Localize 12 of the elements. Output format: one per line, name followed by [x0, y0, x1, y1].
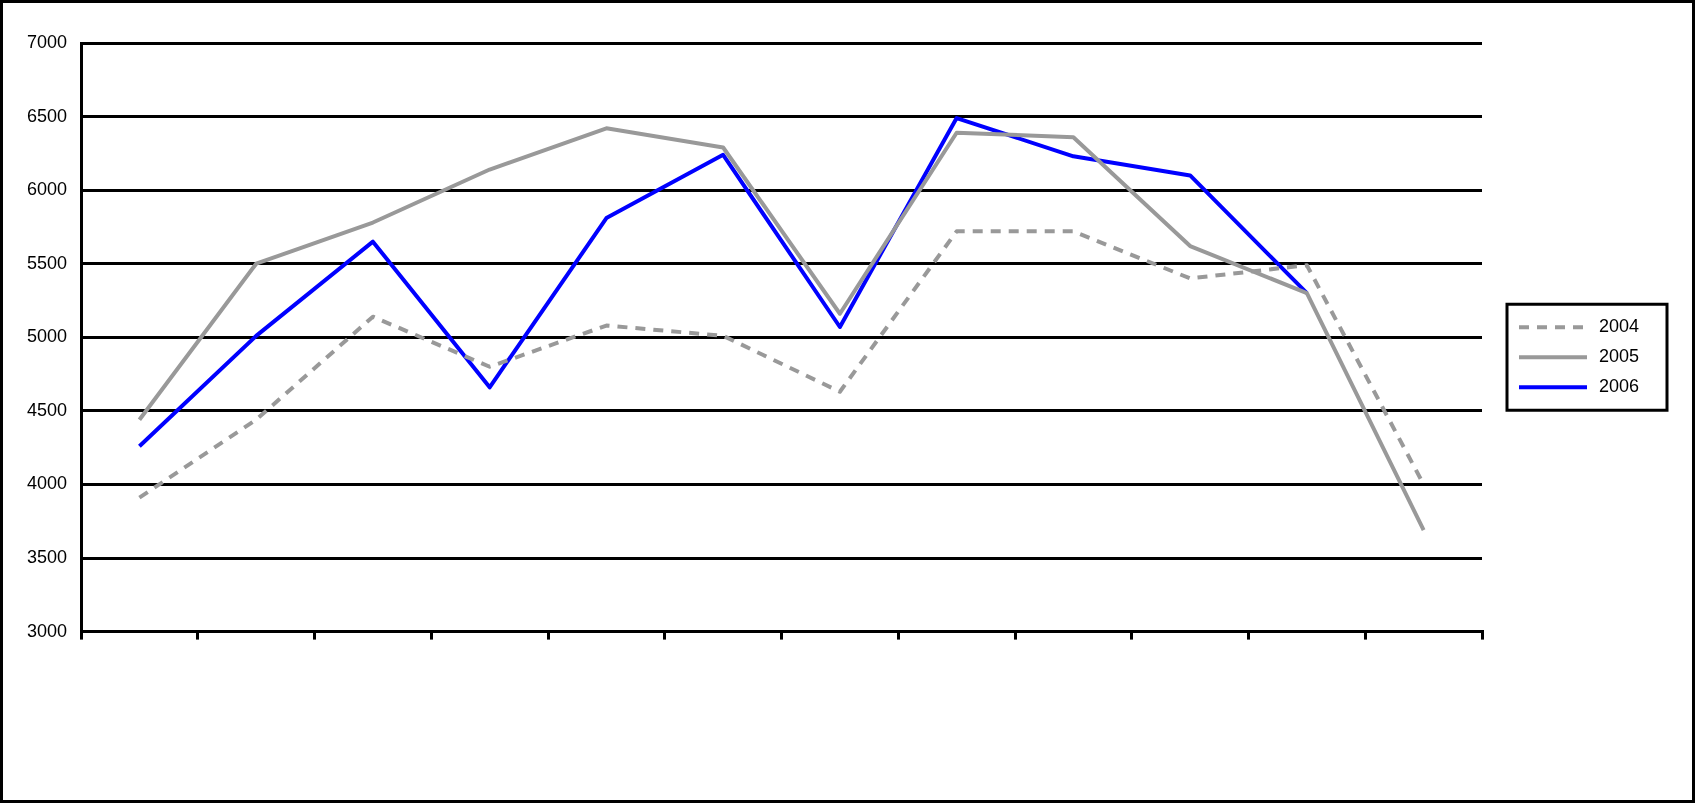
y-tick-label: 5500 — [27, 252, 68, 273]
y-tick-label: 5000 — [27, 326, 68, 347]
y-tick-label: 4500 — [27, 399, 68, 420]
y-tick-label: 7000 — [27, 31, 68, 52]
legend-label: 2005 — [1599, 346, 1640, 367]
legend-label: 2004 — [1599, 316, 1640, 337]
y-tick-label: 3000 — [27, 620, 68, 641]
legend-label: 2006 — [1599, 376, 1640, 397]
y-tick-label: 4000 — [27, 473, 68, 494]
y-tick-label: 3500 — [27, 546, 68, 567]
y-tick-label: 6500 — [27, 105, 68, 126]
y-tick-label: 6000 — [27, 179, 68, 200]
